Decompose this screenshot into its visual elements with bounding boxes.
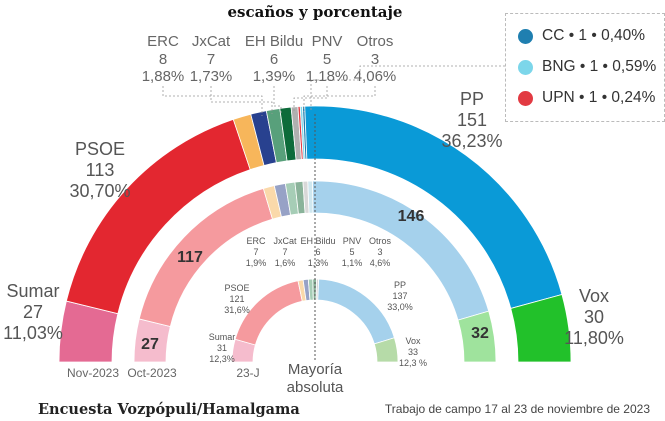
arc-23-j-pp bbox=[317, 278, 395, 345]
j23-sumar-seats: 31 bbox=[217, 343, 227, 353]
label-sumar-seats: 27 bbox=[23, 302, 43, 322]
ring-label-23j: 23-J bbox=[236, 366, 259, 380]
j23-jxcat-pct: 1,6% bbox=[275, 258, 296, 268]
label-erc-name: ERC bbox=[147, 33, 179, 50]
chart-title: escaños y porcentaje bbox=[228, 3, 403, 21]
label-psoe-seats: 113 bbox=[86, 160, 115, 180]
label-psoe-pct: 30,70% bbox=[69, 181, 130, 201]
arc-nov-2023-vox bbox=[510, 293, 572, 363]
label-bildu-name: EH Bildu bbox=[245, 33, 303, 50]
legend-item-upn: UPN • 1 • 0,24% bbox=[518, 89, 655, 107]
j23-vox-name: Vox bbox=[405, 336, 421, 346]
label-pnv-seats: 5 bbox=[323, 51, 331, 68]
j23-psoe-pct: 31,6% bbox=[224, 305, 250, 315]
label-otros-seats: 3 bbox=[371, 51, 379, 68]
j23-jxcat-seats: 7 bbox=[282, 247, 287, 257]
arc-oct-2023-minor bbox=[307, 180, 314, 214]
j23-bildu-pct: 1,3% bbox=[308, 258, 329, 268]
j23-vox-seats: 33 bbox=[408, 347, 418, 357]
oct-pp-label: 146 bbox=[398, 208, 425, 225]
j23-pp-seats: 137 bbox=[392, 291, 407, 301]
legend-dot-upn bbox=[518, 90, 533, 106]
legend-item-cc: CC • 1 • 0,40% bbox=[518, 27, 645, 45]
leader-line-2 bbox=[273, 86, 282, 113]
leader-line-4 bbox=[303, 86, 376, 112]
label-vox-name: Vox bbox=[579, 286, 609, 306]
j23-erc-seats: 7 bbox=[253, 247, 258, 257]
legend-text-upn: UPN • 1 • 0,24% bbox=[542, 89, 656, 106]
oct-sumar-label: 27 bbox=[141, 336, 159, 353]
j23-jxcat-name: JxCat bbox=[273, 236, 297, 246]
j23-psoe-name: PSOE bbox=[224, 283, 249, 293]
label-otros-name: Otros bbox=[357, 33, 394, 50]
label-erc-seats: 8 bbox=[159, 51, 167, 68]
ring-label-nov: Nov-2023 bbox=[67, 366, 119, 380]
j23-bildu-name: EH Bildu bbox=[300, 236, 335, 246]
j23-pnv-seats: 5 bbox=[349, 247, 354, 257]
leader-lines bbox=[162, 65, 505, 116]
j23-pp-name: PP bbox=[394, 280, 406, 290]
label-bildu-pct: 1,39% bbox=[253, 68, 296, 85]
j23-otros-pct: 4,6% bbox=[370, 258, 391, 268]
j23-sumar-pct: 12,3% bbox=[209, 354, 235, 364]
j23-pp-pct: 33,0% bbox=[387, 302, 413, 312]
label-sumar-name: Sumar bbox=[6, 281, 59, 301]
legend-dot-cc bbox=[518, 28, 533, 44]
j23-erc-pct: 1,9% bbox=[246, 258, 267, 268]
j23-bildu-seats: 6 bbox=[315, 247, 320, 257]
label-bildu-seats: 6 bbox=[270, 51, 278, 68]
legend-dot-bng bbox=[518, 59, 533, 75]
oct-vox-label: 32 bbox=[471, 325, 489, 342]
label-jxcat-name: JxCat bbox=[192, 33, 231, 50]
footer-fieldwork: Trabajo de campo 17 al 23 de noviembre d… bbox=[385, 402, 650, 416]
j23-vox-pct: 12,3 % bbox=[399, 358, 427, 368]
footer-source: Encuesta Vozpópuli/Hamalgama bbox=[38, 401, 300, 418]
j23-psoe-seats: 121 bbox=[229, 294, 244, 304]
label-vox-seats: 30 bbox=[584, 307, 604, 327]
j23-erc-name: ERC bbox=[246, 236, 266, 246]
label-pp-seats: 151 bbox=[457, 110, 487, 130]
oct-psoe-label: 117 bbox=[177, 249, 203, 266]
label-pnv-pct: 1,18% bbox=[306, 68, 349, 85]
label-pp-name: PP bbox=[460, 89, 484, 109]
arc-oct-2023-vox bbox=[457, 310, 497, 363]
label-jxcat-pct: 1,73% bbox=[190, 68, 233, 85]
label-pnv-name: PNV bbox=[312, 33, 343, 50]
legend-text-bng: BNG • 1 • 0,59% bbox=[542, 58, 657, 75]
arc-layer bbox=[58, 105, 572, 363]
label-psoe-name: PSOE bbox=[75, 139, 125, 159]
j23-pnv-name: PNV bbox=[343, 236, 362, 246]
leader-line-3 bbox=[293, 86, 328, 112]
majority-label-line1: Mayoría bbox=[288, 361, 343, 378]
leader-line-0 bbox=[162, 86, 263, 116]
label-sumar-pct: 11,03% bbox=[3, 323, 63, 343]
legend-text-cc: CC • 1 • 0,40% bbox=[542, 27, 646, 44]
label-otros-pct: 4,06% bbox=[354, 68, 397, 85]
legend: CC • 1 • 0,40% BNG • 1 • 0,59% UPN • 1 •… bbox=[505, 13, 665, 122]
label-vox-pct: 11,80% bbox=[564, 328, 624, 348]
arc-23-j-vox bbox=[373, 337, 399, 363]
label-pp-pct: 36,23% bbox=[441, 131, 502, 151]
label-erc-pct: 1,88% bbox=[142, 68, 185, 85]
label-jxcat-seats: 7 bbox=[207, 51, 215, 68]
majority-label-line2: absoluta bbox=[287, 379, 344, 396]
j23-sumar-name: Sumar bbox=[209, 332, 236, 342]
leader-line-1 bbox=[210, 86, 273, 114]
j23-pnv-pct: 1,1% bbox=[342, 258, 363, 268]
j23-otros-name: Otros bbox=[369, 236, 392, 246]
ring-label-oct: Oct-2023 bbox=[127, 366, 177, 380]
leader-line-5 bbox=[310, 65, 505, 110]
legend-item-bng: BNG • 1 • 0,59% bbox=[518, 58, 656, 76]
j23-otros-seats: 3 bbox=[377, 247, 382, 257]
